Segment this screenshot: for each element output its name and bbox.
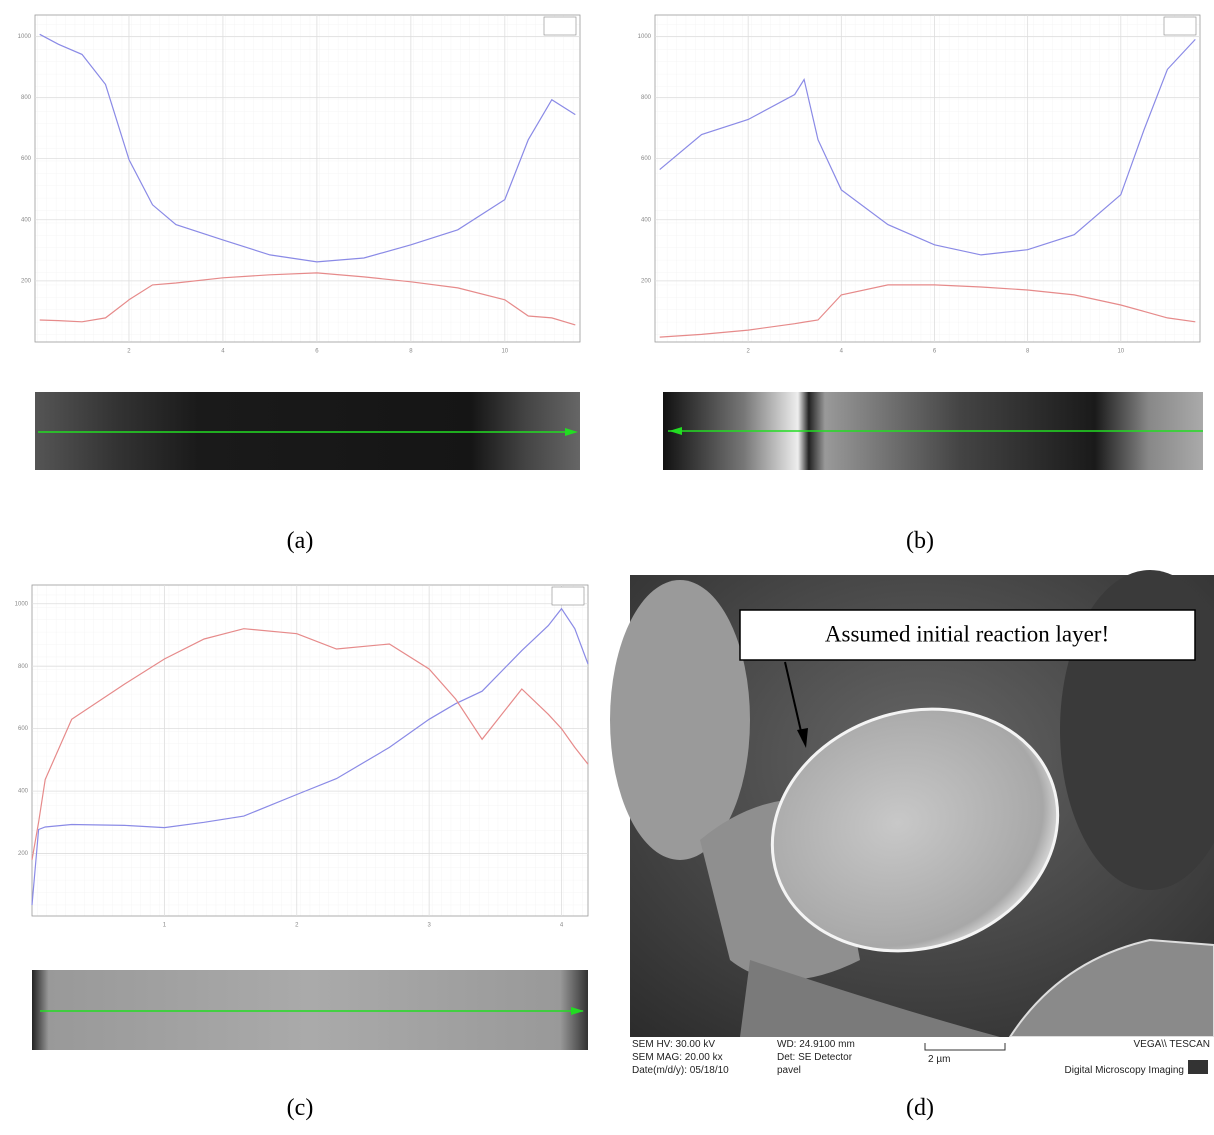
x-tick-label: 2 bbox=[127, 349, 131, 355]
x-tick-label: 2 bbox=[295, 923, 299, 929]
y-tick-label: 400 bbox=[18, 789, 29, 795]
x-tick-label: 4 bbox=[560, 923, 564, 929]
scale-label: 2 µm bbox=[928, 1054, 950, 1065]
x-tick-label: 6 bbox=[933, 349, 937, 355]
panel-label: (d) bbox=[906, 1095, 934, 1121]
y-tick-label: 400 bbox=[21, 217, 32, 223]
x-tick-label: 4 bbox=[840, 349, 844, 355]
plot-area bbox=[31, 584, 589, 917]
sem-info: SEM MAG: 20.00 kx bbox=[632, 1052, 723, 1063]
x-tick-label: 8 bbox=[1026, 349, 1030, 355]
legend-box bbox=[551, 586, 585, 606]
sem-info: Date(m/d/y): 05/18/10 bbox=[632, 1065, 729, 1076]
linescan-image bbox=[35, 392, 580, 470]
y-tick-label: 800 bbox=[21, 95, 32, 101]
legend-box bbox=[543, 16, 577, 36]
legend-box bbox=[1163, 16, 1197, 36]
sem-info: WD: 24.9100 mm bbox=[777, 1039, 855, 1050]
y-tick-label: 800 bbox=[18, 664, 29, 670]
callout-text: Assumed initial reaction layer! bbox=[825, 621, 1109, 646]
y-tick-label: 200 bbox=[21, 278, 32, 284]
x-tick-label: 10 bbox=[501, 349, 508, 355]
sem-info: Det: SE Detector bbox=[777, 1052, 853, 1063]
y-tick-label: 200 bbox=[641, 278, 652, 284]
scan-arrow bbox=[565, 428, 578, 436]
data-line bbox=[39, 33, 576, 263]
y-tick-label: 1000 bbox=[18, 34, 32, 40]
y-tick-label: 1000 bbox=[638, 34, 652, 40]
y-tick-label: 200 bbox=[18, 851, 29, 857]
x-tick-label: 4 bbox=[221, 349, 225, 355]
y-tick-label: 800 bbox=[641, 95, 652, 101]
linescan-image bbox=[32, 970, 588, 1050]
sem-info: Digital Microscopy Imaging bbox=[1065, 1065, 1185, 1076]
panel-label: (a) bbox=[287, 528, 314, 554]
plot-area bbox=[654, 14, 1201, 343]
scan-arrow bbox=[571, 1007, 584, 1015]
plot-area bbox=[34, 14, 581, 343]
x-tick-label: 6 bbox=[315, 349, 319, 355]
y-tick-label: 400 bbox=[641, 217, 652, 223]
data-line bbox=[31, 628, 589, 860]
data-line bbox=[659, 38, 1196, 256]
sem-info: pavel bbox=[777, 1065, 801, 1076]
x-tick-label: 1 bbox=[163, 923, 167, 929]
data-line bbox=[31, 607, 589, 906]
sem-info: VEGA\\ TESCAN bbox=[1133, 1039, 1210, 1050]
y-tick-label: 1000 bbox=[15, 601, 29, 607]
x-tick-label: 2 bbox=[746, 349, 750, 355]
x-tick-label: 8 bbox=[409, 349, 413, 355]
data-line bbox=[39, 272, 576, 326]
y-tick-label: 600 bbox=[21, 156, 32, 162]
y-tick-label: 600 bbox=[641, 156, 652, 162]
sem-info: SEM HV: 30.00 kV bbox=[632, 1039, 715, 1050]
panel-label: (b) bbox=[906, 528, 934, 554]
scan-arrow bbox=[669, 427, 682, 435]
panel-label: (c) bbox=[287, 1095, 314, 1121]
x-tick-label: 3 bbox=[427, 923, 431, 929]
y-tick-label: 600 bbox=[18, 726, 29, 732]
x-tick-label: 10 bbox=[1117, 349, 1124, 355]
sem-image bbox=[610, 570, 1214, 1082]
data-line bbox=[659, 284, 1196, 338]
